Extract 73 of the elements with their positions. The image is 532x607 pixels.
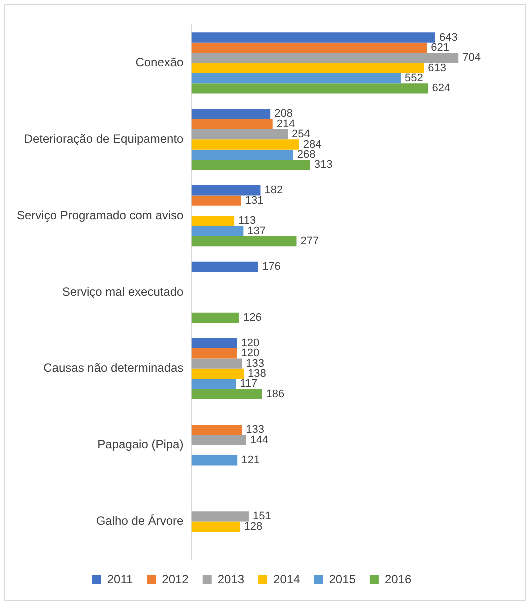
data-label: 277 (300, 236, 320, 248)
bar (192, 160, 310, 170)
data-label: 133 (246, 358, 265, 370)
bar (192, 424, 242, 436)
bar (192, 150, 294, 160)
data-label: 613 (428, 62, 446, 74)
legend-label: 2016 (384, 572, 412, 586)
data-label: 208 (274, 108, 293, 120)
data-label: 552 (404, 72, 424, 85)
data-label: 144 (250, 434, 269, 446)
data-label: 131 (245, 194, 264, 207)
bar (192, 389, 262, 400)
data-label: 113 (238, 215, 256, 228)
data-label: 128 (244, 520, 263, 533)
y-tick-label: Serviço mal executado (62, 284, 184, 299)
bar (192, 348, 238, 359)
bar (192, 140, 300, 150)
data-label: 126 (244, 312, 262, 324)
data-label: 621 (431, 42, 450, 54)
bar (192, 53, 459, 64)
bar (192, 368, 244, 380)
legend-label: 2015 (329, 572, 356, 586)
bar (192, 63, 424, 74)
data-label: 121 (242, 454, 260, 467)
bar (192, 456, 238, 466)
data-label: 284 (303, 138, 322, 151)
data-label: 176 (262, 261, 281, 274)
bar (192, 109, 271, 120)
bar (192, 129, 288, 140)
legend-label: 2012 (162, 572, 190, 586)
bar (192, 84, 428, 94)
data-label: 182 (264, 184, 284, 197)
bar (192, 522, 240, 532)
bar (192, 216, 235, 226)
bar (192, 435, 246, 446)
data-label: 138 (248, 368, 266, 380)
data-label: 313 (314, 159, 333, 172)
data-label: 120 (241, 337, 260, 350)
data-label: 624 (432, 82, 451, 95)
bar (192, 358, 242, 369)
bar (192, 196, 242, 206)
bar (192, 338, 238, 349)
bar (192, 73, 401, 84)
bar (192, 312, 240, 324)
y-tick-label: Deterioração de Equipamento (24, 132, 184, 146)
data-label: 117 (240, 378, 258, 390)
data-label: 151 (252, 510, 272, 523)
bar (192, 262, 258, 272)
y-tick-label: Conexão (136, 56, 184, 70)
bar (192, 186, 261, 196)
data-label: 186 (266, 388, 285, 400)
data-label: 704 (462, 52, 481, 64)
bar (192, 119, 273, 130)
data-label: 120 (241, 348, 260, 360)
y-tick-label: Causas não determinadas (44, 361, 184, 376)
data-label: 254 (292, 128, 310, 141)
legend-label: 2013 (218, 572, 245, 586)
bar (192, 32, 436, 43)
data-label: 214 (276, 118, 296, 130)
bar (192, 236, 297, 247)
data-label: 133 (246, 424, 265, 436)
bar (192, 512, 249, 522)
y-tick-label: Serviço Programado com aviso (17, 208, 184, 222)
data-label: 268 (297, 148, 316, 161)
data-label: 137 (248, 225, 266, 238)
bar (192, 379, 236, 390)
legend-label: 2014 (274, 572, 301, 586)
bar (192, 226, 244, 236)
legend-label: 2011 (107, 572, 134, 586)
y-tick-label: Galho de Árvore (96, 514, 184, 528)
y-tick-label: Papagaio (Pipa) (98, 438, 184, 452)
data-label: 643 (439, 32, 458, 44)
bar (192, 42, 428, 54)
